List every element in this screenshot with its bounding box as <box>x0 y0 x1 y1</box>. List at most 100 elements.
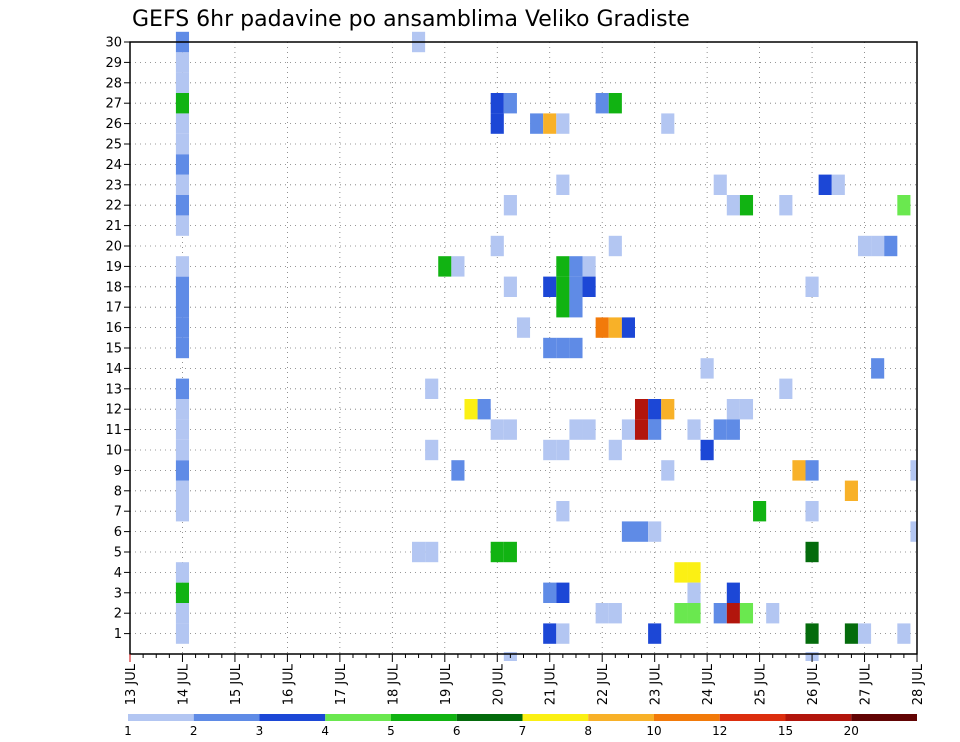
heatmap-cell <box>556 113 570 134</box>
heatmap-cell <box>490 541 504 563</box>
heatmap-cell <box>451 460 465 481</box>
heatmap-cell <box>175 195 190 216</box>
heatmap-cell <box>713 419 727 440</box>
heatmap-cell <box>661 399 675 420</box>
heatmap-cell <box>503 541 517 563</box>
heatmap-cell <box>175 52 190 73</box>
x-tick-label: 18 JUL <box>386 663 401 705</box>
y-tick-label: 23 <box>105 178 122 193</box>
legend-swatch <box>391 714 457 721</box>
legend-label: 6 <box>453 724 461 738</box>
y-axis-ticks: 1234567891011121314151617181920212223242… <box>105 36 130 642</box>
heatmap-cell <box>595 317 609 338</box>
heatmap-cell <box>175 562 190 583</box>
heatmap-cell <box>543 439 557 461</box>
heatmap-cell <box>805 460 819 481</box>
heatmap-cell <box>608 235 622 257</box>
heatmap-cell <box>779 195 793 216</box>
heatmap-cell <box>175 480 190 501</box>
heatmap-cell <box>175 276 190 297</box>
heatmap-cell <box>569 276 583 297</box>
heatmap-cell <box>726 603 740 624</box>
heatmap-cell <box>766 603 780 624</box>
y-tick-label: 26 <box>105 117 122 132</box>
y-tick-label: 7 <box>114 505 122 520</box>
heatmap-cell <box>175 399 190 420</box>
legend-label: 8 <box>584 724 592 738</box>
x-tick-label: 17 JUL <box>334 663 349 705</box>
heatmap-cell <box>739 195 754 216</box>
heatmap-cell <box>739 399 754 420</box>
heatmap-cell <box>884 235 898 257</box>
heatmap-cell <box>175 215 190 236</box>
legend-swatch <box>325 714 391 721</box>
y-tick-label: 14 <box>105 362 122 377</box>
legend-label: 1 <box>124 724 132 738</box>
heatmap-cell <box>569 419 583 440</box>
heatmap-cell <box>857 235 872 257</box>
legend-swatch <box>259 714 326 721</box>
y-tick-label: 15 <box>105 342 122 357</box>
heatmap-cell <box>556 439 570 461</box>
heatmap-cell <box>608 439 622 461</box>
y-tick-label: 11 <box>105 423 122 438</box>
legend-swatch <box>522 714 589 721</box>
y-tick-label: 30 <box>105 36 122 51</box>
heatmap-cell <box>569 337 583 359</box>
y-tick-label: 17 <box>105 301 122 316</box>
heatmap-cell <box>582 256 596 277</box>
heatmap-cell <box>175 378 190 399</box>
heatmap-cell <box>556 256 570 277</box>
y-tick-label: 6 <box>114 525 122 540</box>
y-tick-label: 28 <box>105 76 122 91</box>
heatmap-cell <box>818 174 832 195</box>
heatmap-cell <box>175 154 190 175</box>
heatmap-cell <box>844 480 858 501</box>
legend-swatch <box>456 714 523 721</box>
x-axis-ticks: 13 JUL 14 JUL 15 JUL 16 JUL 17 JUL 18 JUL 19 J… <box>124 654 926 705</box>
legend-label: 15 <box>778 724 793 738</box>
plot-frame <box>129 41 918 655</box>
x-tick-label: 23 JUL <box>649 663 664 705</box>
y-tick-label: 9 <box>114 464 122 479</box>
legend-label: 10 <box>646 724 661 738</box>
heatmap-cell <box>871 358 885 379</box>
heatmap-cell <box>739 603 754 624</box>
heatmap-cell <box>490 113 504 134</box>
heatmap-cell <box>556 501 570 522</box>
heatmap-cell <box>490 235 504 257</box>
heatmap-cell <box>175 337 190 359</box>
heatmap-cells <box>175 31 917 661</box>
heatmap-cell <box>175 317 190 338</box>
x-tick-label: 15 JUL <box>229 663 244 705</box>
heatmap-cell <box>569 297 583 318</box>
y-tick-label: 3 <box>114 586 122 601</box>
heatmap-cell <box>477 399 491 420</box>
y-tick-label: 5 <box>114 546 122 561</box>
heatmap-cell <box>726 399 740 420</box>
legend-swatch <box>128 714 194 721</box>
heatmap-cell <box>608 93 622 114</box>
y-tick-label: 16 <box>105 321 122 336</box>
heatmap-cell <box>175 174 190 195</box>
heatmap-cell <box>661 460 675 481</box>
heatmap-cell <box>425 541 439 563</box>
heatmap-cell <box>175 582 190 603</box>
heatmap-cell <box>844 623 858 644</box>
heatmap-cell <box>634 419 649 440</box>
heatmap-cell <box>503 195 517 216</box>
heatmap-cell <box>687 562 701 583</box>
heatmap-cell <box>674 603 688 624</box>
heatmap-cell <box>634 399 649 420</box>
heatmap-cell <box>713 174 727 195</box>
heatmap-cell <box>687 603 701 624</box>
heatmap-cell <box>897 195 911 216</box>
heatmap-cell <box>805 276 819 297</box>
heatmap-cell <box>516 317 531 338</box>
x-tick-label: 25 JUL <box>754 663 769 705</box>
heatmap-cell <box>175 113 190 134</box>
y-tick-label: 12 <box>105 403 122 418</box>
heatmap-cell <box>595 93 609 114</box>
y-tick-label: 27 <box>105 97 122 112</box>
